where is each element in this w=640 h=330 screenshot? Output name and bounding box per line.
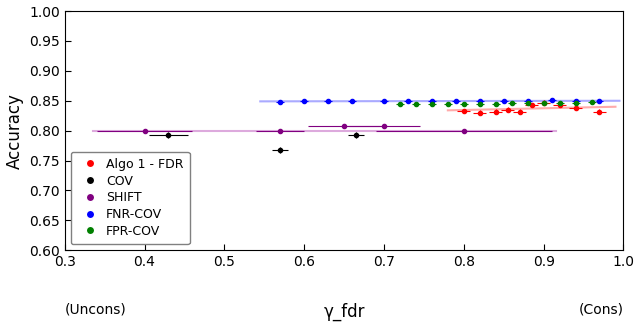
Text: (Uncons): (Uncons): [65, 303, 127, 317]
Text: γ_fdr: γ_fdr: [323, 303, 365, 321]
Text: (Cons): (Cons): [579, 303, 623, 317]
Y-axis label: Accuracy: Accuracy: [6, 93, 24, 169]
Legend: Algo 1 - FDR, COV, SHIFT, FNR-COV, FPR-COV: Algo 1 - FDR, COV, SHIFT, FNR-COV, FPR-C…: [71, 151, 189, 244]
